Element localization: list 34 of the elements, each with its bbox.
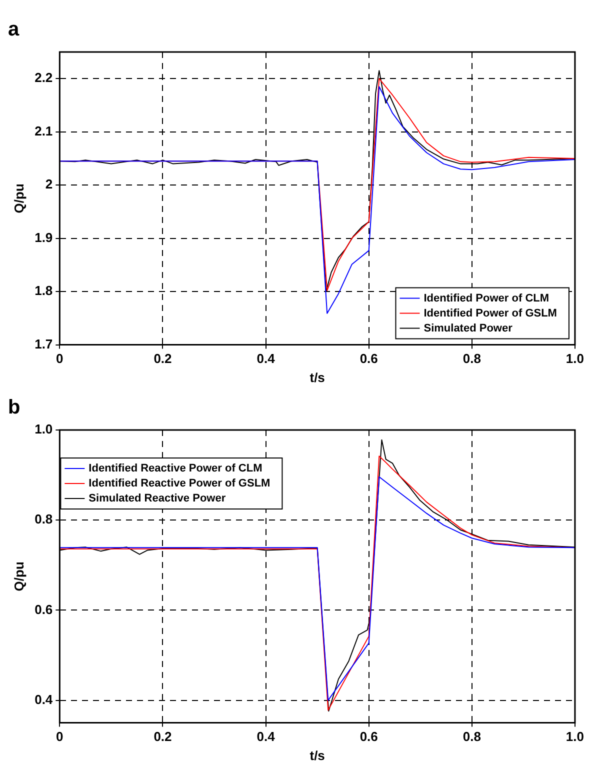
x-tick-label: 0.8 — [462, 729, 481, 744]
x-tick-label: 0.8 — [462, 351, 481, 366]
x-tick-label: 0.4 — [256, 351, 276, 366]
x-tick-label: 0.4 — [256, 729, 276, 744]
legend-label: Identified Reactive Power of GSLM — [88, 478, 270, 490]
x-tick-label: 0.2 — [154, 351, 172, 366]
y-tick-label: 1.0 — [34, 422, 53, 437]
y-tick-label: 0.4 — [34, 692, 54, 707]
legend-label: Identified Reactive Power of CLM — [88, 462, 262, 475]
chart-title: b — [8, 396, 20, 419]
y-tick-label: 0.6 — [34, 602, 53, 617]
y-axis-title: Q/pu — [11, 184, 26, 214]
y-tick-label: 2.1 — [34, 123, 53, 138]
y-tick-label: 0.8 — [34, 512, 53, 527]
x-tick-label: 0.6 — [360, 729, 378, 744]
x-tick-label: 0 — [56, 351, 64, 366]
x-tick-label: 1.0 — [566, 729, 584, 744]
x-tick-label: 0 — [56, 729, 64, 744]
x-tick-label: 0.6 — [360, 351, 378, 366]
legend-label: Identified Power of GSLM — [424, 307, 557, 320]
x-axis-title: t/s — [310, 370, 325, 385]
legend-label: Simulated Reactive Power — [88, 492, 226, 505]
legend-label: Identified Power of CLM — [424, 292, 550, 304]
y-tick-label: 2 — [45, 176, 53, 192]
legend-label: Simulated Power — [424, 322, 514, 334]
x-tick-label: 1.0 — [566, 351, 584, 366]
x-axis-title: t/s — [310, 748, 325, 763]
y-tick-label: 1.8 — [34, 283, 53, 298]
x-tick-label: 0.2 — [154, 729, 172, 744]
y-tick-label: 1.7 — [34, 336, 53, 352]
y-tick-label: 2.2 — [34, 70, 53, 86]
chart-title: a — [8, 18, 20, 41]
y-tick-label: 1.9 — [34, 230, 53, 245]
y-axis-title: Q/pu — [11, 562, 26, 592]
